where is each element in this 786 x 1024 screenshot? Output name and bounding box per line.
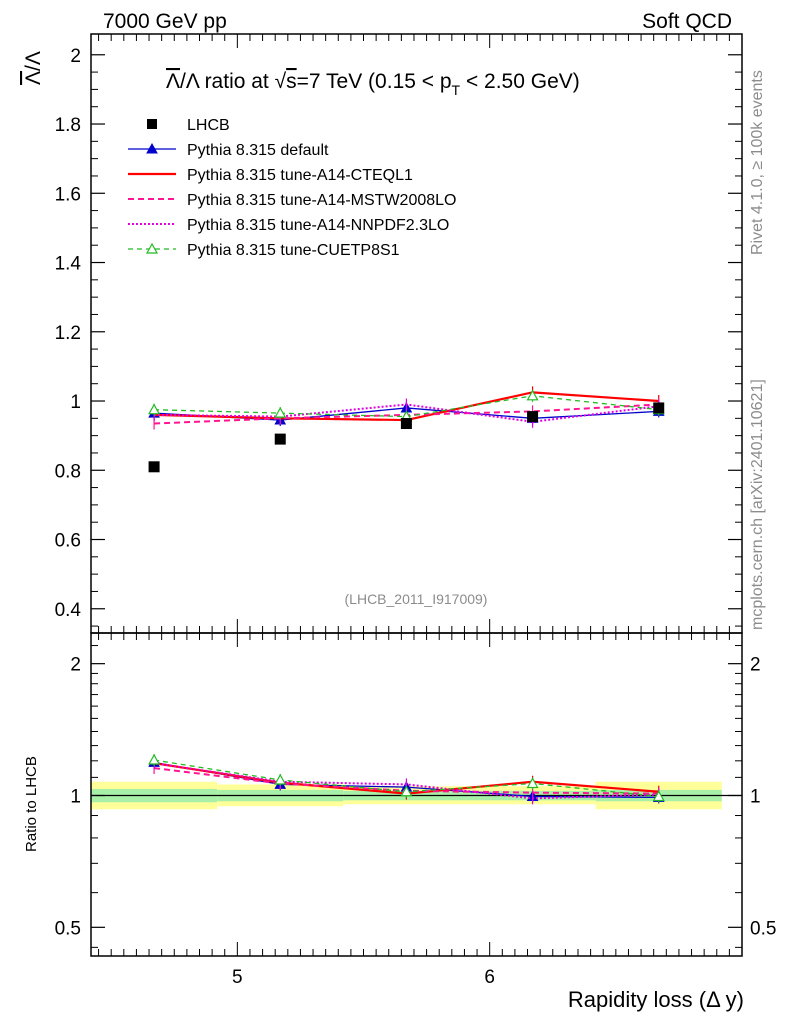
main-ytick-label: 1.6 [55, 184, 81, 205]
legend-marker-cuetp8s1 [145, 242, 159, 254]
title-tail: < 2.50 GeV) [460, 70, 580, 93]
legend-label-cteql1: Pythia 8.315 tune-A14-CTEQL1 [187, 167, 413, 184]
main-ytick-label: 0.6 [55, 531, 81, 552]
ratio-ytick-label: 2 [70, 655, 81, 676]
title-sub: T [452, 82, 461, 98]
main-ytick-label: 2 [70, 46, 81, 67]
ratio-point-cuetp8s1 [148, 753, 161, 765]
title-root: √ [275, 70, 287, 93]
ratio-point-cuetp8s1 [274, 773, 287, 785]
title-rest: =7 TeV (0.15 < p [297, 70, 452, 93]
main-ytick-label: 1.8 [55, 115, 81, 136]
main-ytick-label: 1.2 [55, 323, 81, 344]
main-point-lhcb [400, 418, 412, 430]
main-point-cuetp8s1 [148, 403, 161, 415]
ylabel-lambda-bar: Λ [22, 71, 45, 85]
legend-label-cuetp8s1: Pythia 8.315 tune-CUETP8S1 [187, 242, 400, 259]
xtick-label: 5 [232, 967, 243, 988]
main-point-cuetp8s1 [274, 406, 287, 418]
main-y-label: Λ/Λ [22, 51, 45, 85]
main-point-lhcb [274, 433, 286, 445]
side-label-top: Rivet 4.1.0, ≥ 100k events [749, 70, 766, 255]
title-lead: Λ [166, 70, 180, 93]
ratio-ytick-label: 1 [70, 786, 81, 807]
ratio-ytick-label: 0.5 [55, 918, 81, 939]
ratio-frame [90, 632, 743, 957]
main-point-lhcb [653, 402, 665, 414]
ratio-y-label: Ratio to LHCB [23, 756, 40, 852]
main-ytick-label: 0.4 [55, 600, 82, 621]
header-right: Soft QCD [642, 10, 732, 33]
title-s: s [286, 70, 297, 93]
x-axis-label: Rapidity loss (Δ y) [568, 987, 744, 1012]
main-ytick-label: 0.8 [55, 461, 81, 482]
legend-label-nnpdf: Pythia 8.315 tune-A14-NNPDF2.3LO [187, 217, 449, 234]
main-point-lhcb [527, 411, 539, 423]
svg-text:Λ/Λ: Λ/Λ [22, 51, 45, 85]
ylabel-rest: /Λ [22, 51, 45, 71]
ratio-ytick-label-right: 2 [750, 655, 761, 676]
header-left: 7000 GeV pp [103, 10, 227, 33]
legend-label-lhcb: LHCB [187, 117, 230, 134]
main-ytick-label: 1.4 [55, 254, 82, 275]
ratio-ytick-label-right: 1 [750, 786, 761, 807]
xtick-label: 6 [484, 967, 495, 988]
analysis-watermark: (LHCB_2011_I917009) [345, 591, 488, 607]
main-point-lhcb [148, 461, 160, 473]
chart-title: Λ/Λ ratio at √s=7 TeV (0.15 < pT < 2.50 … [166, 70, 580, 98]
legend-label-default: Pythia 8.315 default [187, 142, 329, 159]
ratio-point-cuetp8s1 [400, 785, 413, 797]
main-ytick-label: 1 [70, 392, 81, 413]
main-point-cuetp8s1 [526, 389, 539, 401]
side-label-bottom: mcplots.cern.ch [arXiv:2401.10621] [749, 379, 766, 630]
legend: LHCB Pythia 8.315 default Pythia 8.315 tun… [128, 117, 456, 259]
legend-marker-default [146, 142, 158, 154]
ratio-point-cuetp8s1 [652, 790, 665, 802]
ratio-ytick-label-right: 0.5 [750, 918, 776, 939]
ratio-plot: 5 6 0.5 0.5 1 1 2 2 [55, 633, 776, 988]
title-mid: /Λ ratio at [180, 70, 275, 93]
legend-marker-lhcb [147, 119, 157, 129]
legend-label-mstw: Pythia 8.315 tune-A14-MSTW2008LO [187, 192, 456, 209]
main-plot: 0.4 0.6 0.8 1 1.2 1.4 1.6 1.8 2 [55, 34, 743, 633]
ratio-point-cuetp8s1 [526, 777, 539, 789]
